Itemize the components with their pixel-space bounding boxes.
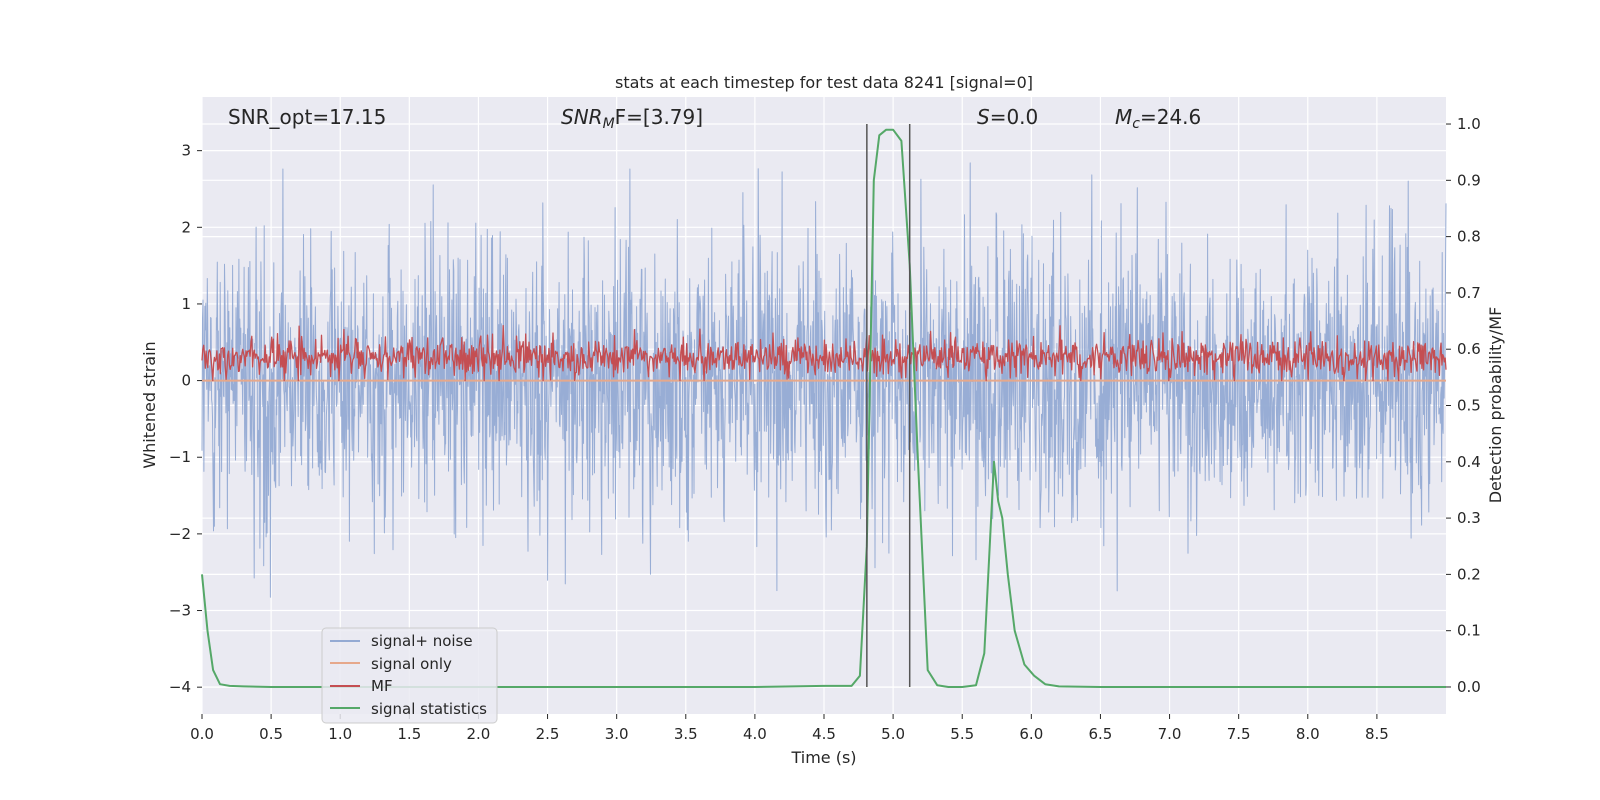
y-tick-label-left-2: 1 bbox=[181, 295, 191, 313]
series-mf bbox=[201, 325, 1447, 382]
x-tick-label-7: 3.5 bbox=[674, 725, 698, 743]
annotation-mc: Mc=24.6 bbox=[1115, 105, 1201, 132]
y-tick-label-left-1: 2 bbox=[181, 218, 191, 236]
mc-rest: =24.6 bbox=[1140, 105, 1201, 129]
y-tick-label-left-4: −1 bbox=[169, 448, 191, 466]
x-tick-label-14: 7.0 bbox=[1158, 725, 1182, 743]
x-tick-label-15: 7.5 bbox=[1227, 725, 1251, 743]
annotation-s: S=0.0 bbox=[977, 105, 1038, 129]
y-tick-label-right-10: 0.0 bbox=[1457, 678, 1481, 696]
x-tick-label-4: 2.0 bbox=[467, 725, 491, 743]
y-tick-label-right-3: 0.7 bbox=[1457, 284, 1481, 302]
y-axis-label-left: Whitened strain bbox=[140, 341, 159, 468]
y-tick-label-right-9: 0.1 bbox=[1457, 622, 1481, 640]
x-tick-label-13: 6.5 bbox=[1089, 725, 1113, 743]
x-tick-label-11: 5.5 bbox=[950, 725, 974, 743]
y-tick-label-left-7: −4 bbox=[169, 678, 191, 696]
mc-sub: c bbox=[1132, 116, 1140, 132]
y-tick-label-right-6: 0.4 bbox=[1457, 453, 1481, 471]
y-tick-label-right-7: 0.3 bbox=[1457, 509, 1481, 527]
snr-mf-rest: F=[3.79] bbox=[615, 105, 703, 129]
y-tick-label-right-8: 0.2 bbox=[1457, 565, 1481, 583]
x-tick-label-16: 8.0 bbox=[1296, 725, 1320, 743]
x-tick-label-5: 2.5 bbox=[536, 725, 560, 743]
legend-label-signal-only: signal only bbox=[371, 655, 452, 673]
y-axis-label-right: Detection probability/MF bbox=[1486, 307, 1505, 504]
y-tick-label-right-0: 1.0 bbox=[1457, 115, 1481, 133]
x-axis-label: Time (s) bbox=[790, 748, 856, 767]
y-tick-label-right-2: 0.8 bbox=[1457, 228, 1481, 246]
y-tick-label-right-1: 0.9 bbox=[1457, 171, 1481, 189]
legend-label-signal-statistics: signal statistics bbox=[371, 700, 487, 718]
y-tick-label-right-5: 0.5 bbox=[1457, 397, 1481, 415]
x-tick-label-10: 5.0 bbox=[881, 725, 905, 743]
x-tick-label-6: 3.0 bbox=[605, 725, 629, 743]
x-tick-label-3: 1.5 bbox=[397, 725, 421, 743]
snr-mf-base: SNR bbox=[561, 105, 603, 129]
s-rest: =0.0 bbox=[990, 105, 1039, 129]
x-tick-label-0: 0.0 bbox=[190, 725, 214, 743]
mc-var: M bbox=[1115, 105, 1132, 129]
legend-label-signal-noise: signal+ noise bbox=[371, 632, 473, 650]
y-tick-label-left-5: −2 bbox=[169, 525, 191, 543]
legend-label-mf: MF bbox=[371, 677, 393, 695]
x-tick-label-1: 0.5 bbox=[259, 725, 283, 743]
x-tick-label-8: 4.0 bbox=[743, 725, 767, 743]
legend: signal+ noise signal only MF signal stat… bbox=[321, 627, 498, 724]
legend-box bbox=[321, 627, 498, 724]
annotation-snr-opt: SNR_opt=17.15 bbox=[228, 105, 386, 129]
x-tick-label-12: 6.0 bbox=[1019, 725, 1043, 743]
chart-title: stats at each timestep for test data 824… bbox=[615, 73, 1033, 92]
snr-mf-sub: M bbox=[603, 116, 615, 132]
x-tick-label-9: 4.5 bbox=[812, 725, 836, 743]
y-tick-label-left-3: 0 bbox=[181, 372, 191, 390]
series-signal-noise bbox=[201, 162, 1447, 598]
y-tick-label-right-4: 0.6 bbox=[1457, 340, 1481, 358]
annotation-snr-mf: SNRMF=[3.79] bbox=[561, 105, 703, 132]
x-tick-label-2: 1.0 bbox=[328, 725, 352, 743]
vertical-markers bbox=[866, 124, 911, 687]
y-tick-label-left-0: 3 bbox=[181, 142, 191, 160]
x-tick-label-17: 8.5 bbox=[1365, 725, 1389, 743]
y-tick-label-left-6: −3 bbox=[169, 602, 191, 620]
tick-labels: 0.0 0.5 1.0 1.5 2.0 2.5 3.0 3.5 4.0 4.5 5.0 5.5 6.0 6… bbox=[169, 115, 1481, 743]
s-var: S bbox=[977, 105, 990, 129]
